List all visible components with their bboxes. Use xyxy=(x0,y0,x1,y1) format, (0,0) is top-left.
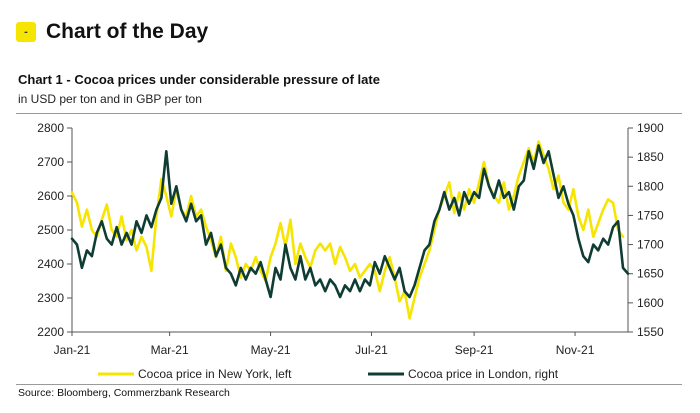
left-y-tick-label: 2200 xyxy=(37,325,64,339)
chart-subtitle: in USD per ton and in GBP per ton xyxy=(18,92,202,106)
legend-label: Cocoa price in London, right xyxy=(408,367,559,381)
top-divider xyxy=(16,113,682,114)
left-y-tick-label: 2700 xyxy=(37,155,64,169)
right-y-tick-label: 1850 xyxy=(637,150,664,164)
badge-icon: - xyxy=(16,22,36,42)
right-y-tick-label: 1650 xyxy=(637,267,664,281)
page-title: Chart of the Day xyxy=(46,20,209,43)
x-tick-label: Sep-21 xyxy=(455,343,494,357)
x-tick-label: Jan-21 xyxy=(54,343,91,357)
right-y-tick-label: 1550 xyxy=(637,325,664,339)
x-tick-label: Mar-21 xyxy=(151,343,189,357)
left-y-tick-label: 2800 xyxy=(37,121,64,135)
series-line-new-york xyxy=(70,140,625,320)
right-y-tick-label: 1600 xyxy=(637,296,664,310)
chart-title: Chart 1 - Cocoa prices under considerabl… xyxy=(18,72,380,87)
source-note: Source: Bloomberg, Commerzbank Research xyxy=(18,387,230,399)
right-y-tick-label: 1800 xyxy=(637,179,664,193)
x-tick-label: May-21 xyxy=(251,343,291,357)
right-y-tick-label: 1750 xyxy=(637,208,664,222)
left-y-tick-label: 2500 xyxy=(37,223,64,237)
x-tick-label: Jul-21 xyxy=(355,343,388,357)
left-y-tick-label: 2300 xyxy=(37,291,64,305)
bottom-divider xyxy=(16,384,682,385)
right-y-tick-label: 1900 xyxy=(637,121,664,135)
legend-label: Cocoa price in New York, left xyxy=(138,367,292,381)
header: - Chart of the Day xyxy=(16,17,208,47)
right-y-tick-label: 1700 xyxy=(637,238,664,252)
x-tick-label: Nov-21 xyxy=(556,343,595,357)
series-line-london xyxy=(70,144,630,299)
left-y-tick-label: 2600 xyxy=(37,189,64,203)
left-y-tick-label: 2400 xyxy=(37,257,64,271)
